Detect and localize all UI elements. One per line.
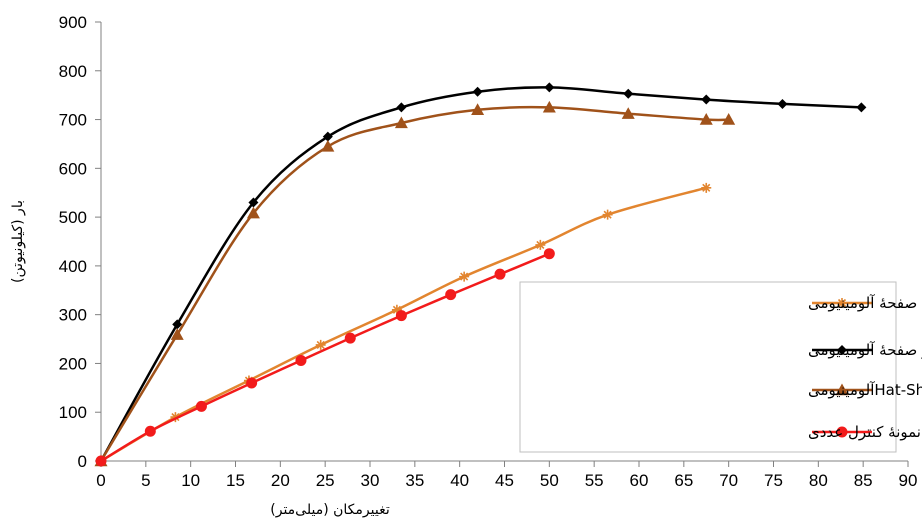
data-point <box>95 455 107 467</box>
series-layer <box>94 82 867 467</box>
x-tick-label: 50 <box>540 471 559 490</box>
data-point <box>535 239 546 250</box>
legend-swatch-marker <box>836 426 848 438</box>
x-tick-label: 65 <box>674 471 693 490</box>
data-point <box>471 103 485 115</box>
x-tick-label: 30 <box>361 471 380 490</box>
y-tick-label: 100 <box>59 403 87 422</box>
y-tick-label: 200 <box>59 354 87 373</box>
y-axis-title: بار (کیلونیوتن) <box>10 200 26 283</box>
data-point <box>315 339 326 350</box>
series-line <box>99 86 862 462</box>
x-tick-label: 80 <box>809 471 828 490</box>
data-point <box>246 377 258 389</box>
y-tick-label: 700 <box>59 111 87 130</box>
x-tick-label: 70 <box>719 471 738 490</box>
legend-label: مقطع Hat-Shapeو صفحهٔ آلومینیومی <box>808 341 922 359</box>
legend-item: مقطع Hat-Shapeآلومینیومی <box>808 381 922 399</box>
axes-layer: 0 100 200 300 400 500 600 700 800 900 0 5 10 15 20 25 30… <box>59 13 918 490</box>
data-point <box>602 209 613 220</box>
legend-item: نمونهٔ کنترل عددی <box>808 423 921 441</box>
x-tick-label: 85 <box>854 471 873 490</box>
data-point <box>856 102 867 113</box>
data-point <box>396 102 407 113</box>
data-point <box>543 248 555 260</box>
x-tick-label: 10 <box>181 471 200 490</box>
y-tick-label: 0 <box>78 452 87 471</box>
data-point <box>195 400 207 412</box>
y-tick-label: 600 <box>59 159 87 178</box>
data-point <box>321 139 335 152</box>
data-point <box>248 197 259 208</box>
data-point <box>445 289 457 301</box>
data-point <box>472 86 483 97</box>
x-tick-label: 20 <box>271 471 290 490</box>
data-point <box>701 182 712 193</box>
data-point <box>394 116 408 129</box>
data-point <box>701 94 712 105</box>
data-point <box>322 131 333 142</box>
x-tick-label: 60 <box>630 471 649 490</box>
y-tick-label: 400 <box>59 257 87 276</box>
data-point <box>777 98 788 109</box>
data-point <box>459 271 470 282</box>
data-point <box>295 355 307 367</box>
legend-swatch-marker <box>837 345 847 355</box>
x-tick-label: 45 <box>495 471 514 490</box>
legend-swatch-marker <box>835 383 849 396</box>
x-tick-label: 40 <box>450 471 469 490</box>
x-tick-label: 5 <box>141 471 150 490</box>
legend-item: مقطع Hat-Shapeو صفحهٔ آلومینیومی <box>808 341 922 359</box>
y-tick-label: 800 <box>59 62 87 81</box>
legend-label: نمونهٔ کنترل عددی <box>808 423 921 441</box>
data-point <box>391 304 402 315</box>
x-tick-label: 35 <box>405 471 424 490</box>
series-numerical-control <box>95 248 555 467</box>
data-point <box>542 100 556 113</box>
data-point <box>623 88 634 99</box>
y-tick-label: 500 <box>59 208 87 227</box>
x-tick-label: 90 <box>899 471 918 490</box>
x-tick-label: 55 <box>585 471 604 490</box>
data-point <box>246 206 260 219</box>
data-point <box>144 425 156 437</box>
x-tick-label: 75 <box>764 471 783 490</box>
y-tick-label: 300 <box>59 306 87 325</box>
legend: صفحهٔ آلومینیومی مقطع Hat-Shapeو صفحهٔ آل… <box>519 281 922 453</box>
y-tick-label: 900 <box>59 13 87 32</box>
data-point <box>170 328 184 340</box>
x-tick-label: 0 <box>96 471 105 490</box>
data-point <box>172 319 183 330</box>
data-point <box>494 268 506 280</box>
legend-label: صفحهٔ آلومینیومی <box>808 294 917 312</box>
series-line <box>100 252 550 463</box>
x-tick-label: 25 <box>316 471 335 490</box>
data-point <box>170 412 181 423</box>
legend-swatch-marker <box>837 298 847 308</box>
legend-item: صفحهٔ آلومینیومی <box>808 294 917 312</box>
legend-label: مقطع Hat-Shapeآلومینیومی <box>808 381 922 399</box>
data-point <box>699 113 713 125</box>
series-hat-shape-and-plate <box>96 82 867 466</box>
data-point <box>395 310 407 322</box>
x-axis-title: تغییرمکان (میلی‌متر) <box>270 502 390 518</box>
legend-box <box>519 281 897 453</box>
x-tick-label: 15 <box>226 471 245 490</box>
data-point <box>344 332 356 344</box>
data-point <box>544 82 555 93</box>
data-point <box>722 113 736 125</box>
data-point <box>621 107 635 119</box>
